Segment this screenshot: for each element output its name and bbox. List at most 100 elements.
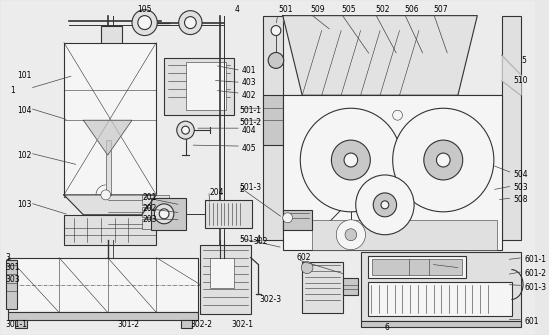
Text: 501-3: 501-3	[239, 184, 261, 192]
Text: 601: 601	[524, 317, 539, 326]
Bar	[283, 95, 502, 250]
Text: 203: 203	[143, 215, 157, 224]
Bar	[200, 245, 251, 314]
Text: 204: 204	[210, 188, 225, 197]
Text: 404: 404	[242, 126, 256, 135]
Text: 505: 505	[341, 5, 356, 14]
Bar	[468, 145, 489, 175]
Text: 302-2: 302-2	[191, 320, 212, 329]
Text: 301-1: 301-1	[5, 320, 27, 329]
Bar	[164, 58, 234, 115]
Bar	[264, 16, 283, 240]
Circle shape	[344, 153, 358, 167]
Bar	[8, 13, 127, 245]
Text: 202: 202	[143, 204, 157, 213]
Bar	[298, 248, 523, 325]
Text: 503: 503	[513, 184, 528, 192]
Text: 302: 302	[254, 237, 268, 246]
Bar	[181, 320, 192, 328]
Circle shape	[154, 204, 174, 224]
Circle shape	[300, 108, 401, 212]
Bar	[5, 255, 260, 326]
Text: 301-2: 301-2	[117, 320, 139, 329]
Bar	[361, 252, 521, 321]
Circle shape	[177, 121, 194, 139]
Text: 403: 403	[242, 78, 256, 87]
Text: 5: 5	[521, 56, 526, 65]
Polygon shape	[283, 16, 477, 95]
Text: 302-3: 302-3	[260, 295, 282, 304]
Bar	[283, 210, 312, 230]
Circle shape	[184, 17, 196, 28]
Bar	[64, 215, 156, 245]
Text: 101: 101	[17, 71, 32, 80]
Text: 4: 4	[234, 5, 239, 14]
Circle shape	[132, 10, 158, 36]
Text: 402: 402	[242, 91, 256, 100]
Bar	[361, 321, 521, 327]
Circle shape	[101, 190, 110, 200]
Bar	[397, 145, 419, 175]
Circle shape	[268, 53, 284, 68]
Bar	[101, 25, 122, 44]
Text: 501: 501	[278, 5, 293, 14]
Text: 103: 103	[17, 200, 32, 209]
Bar	[106, 140, 110, 195]
Text: 508: 508	[513, 195, 528, 204]
Bar	[343, 277, 358, 295]
Text: 6: 6	[385, 323, 390, 332]
Text: 302-1: 302-1	[231, 320, 253, 329]
Text: 2: 2	[239, 185, 244, 194]
Text: 509: 509	[310, 5, 324, 14]
Text: 102: 102	[17, 150, 32, 159]
Circle shape	[393, 110, 402, 120]
Circle shape	[424, 140, 463, 180]
Circle shape	[283, 213, 293, 223]
Text: 105: 105	[137, 5, 152, 14]
Circle shape	[182, 126, 189, 134]
Bar	[368, 256, 466, 277]
Text: 506: 506	[405, 5, 419, 14]
Bar	[152, 198, 186, 230]
Text: 303: 303	[5, 275, 20, 284]
Bar	[302, 262, 343, 314]
Bar	[210, 258, 234, 287]
Text: 601-1: 601-1	[524, 255, 546, 264]
Text: 501-2: 501-2	[239, 118, 261, 127]
Text: 301: 301	[5, 263, 20, 272]
Polygon shape	[83, 120, 132, 155]
Text: 502: 502	[375, 5, 390, 14]
Bar	[142, 195, 169, 205]
Bar	[159, 13, 239, 157]
Circle shape	[159, 209, 169, 219]
Bar	[142, 219, 169, 229]
Text: 501-4: 501-4	[239, 235, 261, 244]
Bar	[186, 62, 226, 110]
Bar	[312, 220, 497, 250]
Circle shape	[271, 25, 281, 36]
Text: 3: 3	[5, 253, 10, 262]
Text: 1: 1	[10, 86, 15, 95]
Text: 602: 602	[296, 253, 311, 262]
Text: 510: 510	[513, 76, 528, 85]
Circle shape	[373, 193, 396, 217]
Bar	[15, 320, 27, 328]
Text: 601-3: 601-3	[524, 283, 546, 292]
Polygon shape	[64, 195, 156, 215]
Text: 501-1: 501-1	[239, 106, 261, 115]
Bar	[142, 207, 169, 217]
Bar	[205, 200, 251, 228]
Circle shape	[138, 16, 152, 29]
Circle shape	[301, 262, 313, 274]
Circle shape	[381, 201, 389, 209]
Circle shape	[356, 175, 414, 235]
Bar	[264, 13, 526, 247]
Circle shape	[393, 108, 494, 212]
Text: 601-2: 601-2	[524, 269, 546, 278]
Bar	[5, 260, 17, 310]
Bar	[264, 95, 283, 145]
Bar	[372, 259, 462, 275]
Bar	[8, 313, 198, 320]
Text: 201: 201	[143, 193, 157, 202]
Bar	[502, 16, 521, 240]
